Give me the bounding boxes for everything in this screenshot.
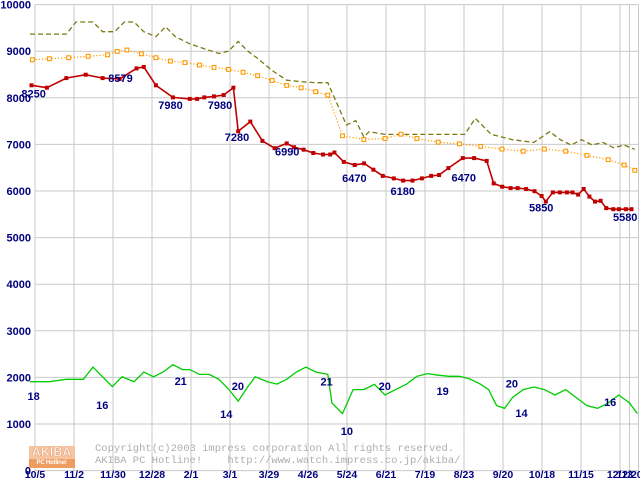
- svg-text:5580: 5580: [613, 212, 637, 224]
- svg-text:6990: 6990: [275, 147, 299, 159]
- svg-text:6470: 6470: [342, 173, 366, 185]
- svg-text:10: 10: [341, 426, 353, 438]
- svg-text:3/29: 3/29: [259, 469, 280, 480]
- svg-text:7980: 7980: [158, 100, 182, 112]
- svg-text:6000: 6000: [7, 186, 31, 198]
- svg-text:8250: 8250: [21, 89, 45, 101]
- svg-text:10/18: 10/18: [529, 469, 555, 480]
- svg-text:21: 21: [320, 376, 332, 388]
- svg-text:8/23: 8/23: [454, 469, 475, 480]
- svg-text:16: 16: [604, 397, 616, 409]
- svg-text:10/5: 10/5: [25, 469, 46, 480]
- svg-text:3000: 3000: [7, 326, 31, 338]
- svg-text:12/20: 12/20: [616, 469, 640, 480]
- svg-text:21: 21: [175, 376, 187, 388]
- svg-text:10000: 10000: [0, 0, 31, 12]
- svg-text:20: 20: [232, 381, 244, 393]
- svg-text:5/24: 5/24: [337, 469, 358, 480]
- svg-text:20: 20: [506, 379, 518, 391]
- svg-text:11/15: 11/15: [568, 469, 594, 480]
- svg-text:2000: 2000: [7, 372, 31, 384]
- svg-text:5000: 5000: [7, 233, 31, 245]
- svg-text:3/1: 3/1: [223, 469, 238, 480]
- svg-text:9000: 9000: [7, 46, 31, 58]
- svg-text:18: 18: [27, 391, 39, 403]
- svg-text:9/20: 9/20: [493, 469, 514, 480]
- svg-text:7280: 7280: [225, 132, 249, 144]
- svg-text:16: 16: [96, 400, 108, 412]
- svg-text:14: 14: [515, 408, 528, 420]
- svg-text:4000: 4000: [7, 279, 31, 291]
- svg-text:6180: 6180: [391, 186, 415, 198]
- svg-text:6/21: 6/21: [376, 469, 397, 480]
- svg-text:8579: 8579: [108, 73, 132, 85]
- svg-text:11/30: 11/30: [100, 469, 126, 480]
- svg-text:7000: 7000: [7, 139, 31, 151]
- svg-text:11/2: 11/2: [64, 469, 84, 480]
- svg-text:4/26: 4/26: [298, 469, 319, 480]
- svg-text:7/19: 7/19: [415, 469, 436, 480]
- svg-text:6470: 6470: [452, 172, 476, 184]
- svg-text:1000: 1000: [7, 419, 31, 431]
- svg-text:20: 20: [379, 381, 391, 393]
- svg-text:5850: 5850: [529, 202, 553, 214]
- svg-text:14: 14: [220, 409, 233, 421]
- svg-text:12/28: 12/28: [139, 469, 165, 480]
- svg-text:2/1: 2/1: [184, 469, 199, 480]
- svg-text:7980: 7980: [208, 100, 232, 112]
- svg-text:19: 19: [436, 386, 448, 398]
